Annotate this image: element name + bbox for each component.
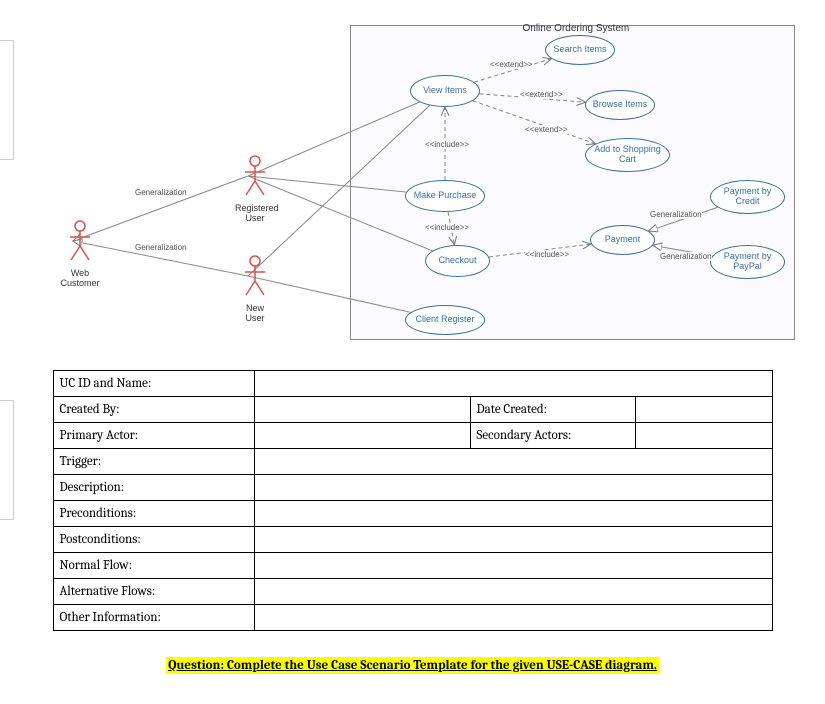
row-label: Created By:	[53, 397, 254, 423]
row-value	[254, 605, 772, 631]
row-value-2	[635, 397, 772, 423]
usecase-browse-items: Browse Items	[585, 90, 655, 120]
row-value	[254, 579, 772, 605]
edge-label: Generalization	[135, 243, 187, 252]
edge-label: <<extend>>	[490, 60, 533, 69]
usecase-client-register: Client Register	[405, 305, 485, 335]
actor-web-customer: WebCustomer	[60, 220, 100, 289]
usecase-pay-paypal: Payment byPayPal	[710, 245, 785, 279]
page-tab-marker	[0, 40, 14, 160]
row-value	[254, 371, 772, 397]
usecase-view-items: View Items	[410, 75, 480, 107]
row-label: Normal Flow:	[53, 553, 254, 579]
row-label: UC ID and Name:	[53, 371, 254, 397]
row-value	[254, 449, 772, 475]
row-value	[254, 553, 772, 579]
edge-label: Generalization	[135, 188, 187, 197]
edge-label: Generalization	[660, 252, 712, 261]
usecase-make-purchase: Make Purchase	[405, 180, 485, 212]
usecase-search-items: Search Items	[545, 35, 615, 65]
usecase-checkout: Checkout	[425, 245, 490, 277]
row-label-2: Date Created:	[470, 397, 635, 423]
edges-layer	[30, 20, 795, 340]
edge-label: <<include>>	[425, 223, 469, 232]
question-text: Question: Complete the Use Case Scenario…	[166, 657, 659, 674]
edge-label: <<extend>>	[520, 90, 563, 99]
row-value	[254, 423, 470, 449]
edge-label: <<extend>>	[525, 125, 568, 134]
edge-label: <<include>>	[525, 250, 569, 259]
row-label: Preconditions:	[53, 501, 254, 527]
row-label: Alternative Flows:	[53, 579, 254, 605]
row-label: Other Information:	[53, 605, 254, 631]
row-label: Primary Actor:	[53, 423, 254, 449]
question-line: Question: Complete the Use Case Scenario…	[53, 656, 773, 674]
row-label: Postconditions:	[53, 527, 254, 553]
row-label: Description:	[53, 475, 254, 501]
row-value	[254, 475, 772, 501]
usecase-payment: Payment	[590, 225, 655, 255]
usecase-template-table: UC ID and Name:Created By: Date Created: P…	[53, 370, 773, 631]
row-value-2	[635, 423, 772, 449]
usecase-pay-credit: Payment byCredit	[710, 180, 785, 214]
uc-table: UC ID and Name:Created By: Date Created: P…	[53, 370, 773, 631]
actor-registered-user: RegisteredUser	[235, 155, 275, 224]
row-value	[254, 501, 772, 527]
row-value	[254, 397, 470, 423]
usecase-add-cart: Add to ShoppingCart	[585, 138, 670, 172]
edge-label: Generalization	[650, 210, 702, 219]
page-tab-marker-2	[0, 400, 14, 520]
page: Online Ordering System WebCustomer Regis…	[0, 0, 825, 704]
edge-label: <<include>>	[425, 140, 469, 149]
usecase-diagram: Online Ordering System WebCustomer Regis…	[30, 20, 795, 340]
row-value	[254, 527, 772, 553]
row-label-2: Secondary Actors:	[470, 423, 635, 449]
actor-new-user: NewUser	[235, 255, 275, 324]
row-label: Trigger:	[53, 449, 254, 475]
